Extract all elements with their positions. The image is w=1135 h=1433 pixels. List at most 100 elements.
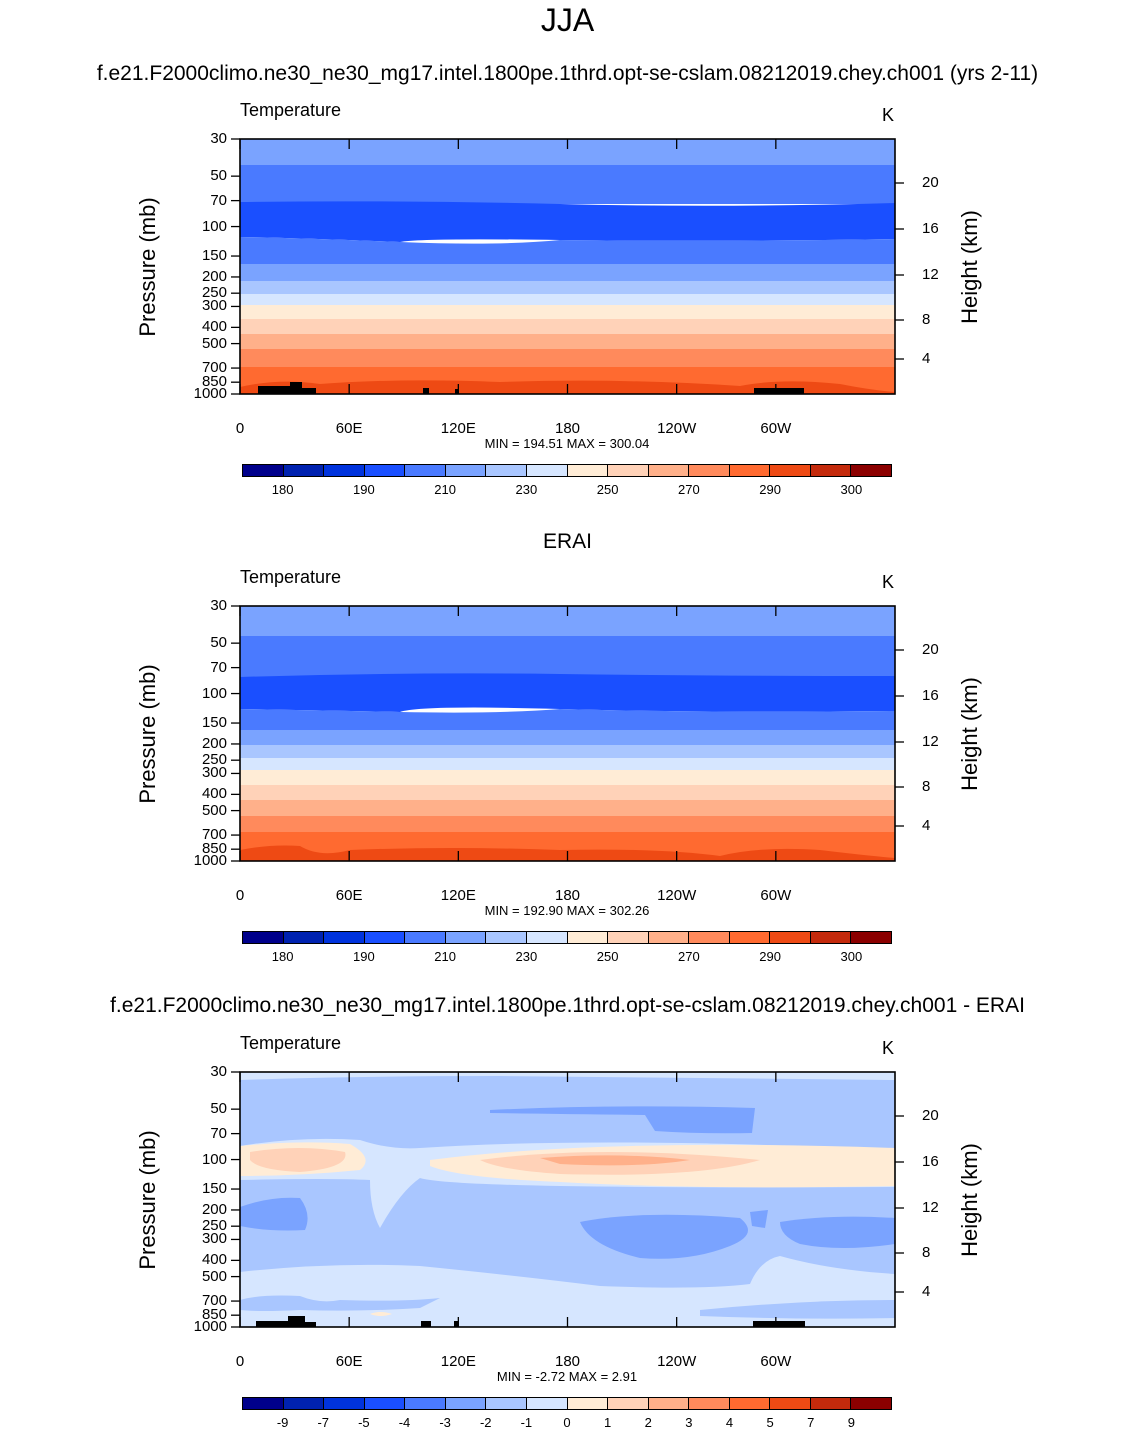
colorbar-swatch: [243, 932, 283, 943]
panel-1-x-tick-label: 180: [554, 420, 581, 437]
colorbar-swatch: [688, 465, 729, 476]
panel-2-plot: [240, 606, 895, 861]
colorbar-label: 290: [759, 949, 781, 964]
panel-2-pressure-tick-label: 150: [201, 714, 227, 732]
panel-2-pressure-tick-label: 100: [201, 684, 227, 702]
colorbar-swatch: [323, 932, 364, 943]
colorbar-swatch: [647, 465, 689, 476]
panel-1-minmax: MIN = 194.51 MAX = 300.04: [484, 436, 650, 451]
colorbar-label: 180: [271, 949, 294, 964]
colorbar-label: 210: [434, 949, 456, 964]
colorbar-swatch: [444, 932, 486, 943]
colorbar-label: 210: [434, 482, 456, 497]
panel-3-x-tick-label: 60E: [335, 1353, 363, 1370]
panel-3-pressure-tick-label: 50: [210, 1100, 227, 1118]
panel-3-x-tick-label: 60W: [760, 1353, 792, 1370]
colorbar-swatch: [607, 465, 648, 476]
panel-1-x-tick-label: 60W: [760, 420, 792, 437]
colorbar-swatch: [769, 932, 810, 943]
panel-3-x-tick-label: 0: [235, 1353, 245, 1370]
colorbar-1: [242, 464, 892, 477]
panel-2-height-tick-label: 8: [922, 778, 931, 795]
panel-3-pressure-tick-label: 250: [201, 1217, 227, 1235]
panel-3-pressure-tick-label: 1000: [193, 1318, 227, 1335]
colorbar-label: 270: [678, 482, 700, 497]
panel-1-pressure-tick-label: 250: [201, 284, 227, 302]
panel-1-pressure-tick-label: 700: [201, 359, 227, 377]
panel-3-x-tick-label: 180: [554, 1353, 581, 1370]
panel-2-pressure-tick-label: 70: [210, 658, 227, 676]
panel-1-pressure-tick-label: 100: [201, 217, 227, 235]
colorbar-label: 2: [644, 1415, 652, 1430]
panel-3-height-tick-label: 12: [922, 1199, 939, 1216]
panel-2-pressure-tick-label: 400: [201, 785, 227, 803]
colorbar-swatch: [809, 932, 851, 943]
colorbar-label: 300: [840, 949, 863, 964]
panel-2-units-label: K: [882, 572, 895, 592]
colorbar-label: 5: [766, 1415, 774, 1430]
panel-3-pressure-tick-label: 30: [210, 1063, 227, 1080]
panel-3-minmax: MIN = -2.72 MAX = 2.91: [496, 1369, 638, 1384]
panel-2-height-tick-label: 20: [922, 641, 939, 658]
panel-3-pressure-tick-label: 300: [201, 1230, 227, 1248]
colorbar-swatch: [607, 1398, 648, 1409]
panel-3-pressure-tick-label: 200: [201, 1200, 227, 1218]
panel-1-pressure-tick-label: 850: [201, 373, 227, 391]
panel-2-x-tick-label: 180: [554, 887, 581, 904]
panel-3-ylabel-right: Height (km): [957, 1142, 982, 1257]
panel-1-height-tick-label: 4: [922, 350, 931, 367]
panel-2-pressure-tick-label: 50: [210, 634, 227, 652]
panel-1-height-tick-label: 12: [922, 266, 939, 283]
panel-1-x-tick-label: 120W: [657, 420, 697, 437]
panel-3-x-tick-label: 120W: [657, 1353, 697, 1370]
colorbar-swatch: [444, 465, 486, 476]
colorbar-swatch: [282, 932, 324, 943]
panel-3-pressure-tick-label: 400: [201, 1251, 227, 1269]
panel-1-height-tick-label: 8: [922, 311, 931, 328]
panel-1-ylabel-right: Height (km): [957, 209, 982, 324]
panel-1-units-label: K: [882, 105, 895, 125]
colorbar-swatch: [647, 932, 689, 943]
colorbar-swatch: [850, 1398, 891, 1409]
colorbar-swatch: [363, 465, 405, 476]
colorbar-label: 250: [596, 949, 619, 964]
panel-2-pressure-tick-label: 500: [201, 801, 227, 819]
panel-2-pressure-tick-label: 700: [201, 826, 227, 844]
panel-1-pressure-tick-label: 150: [201, 247, 227, 265]
colorbar-swatch: [485, 1398, 526, 1409]
panel-2-ylabel: Pressure (mb): [135, 663, 160, 804]
colorbar-swatch: [404, 932, 445, 943]
colorbar-swatch: [282, 465, 324, 476]
colorbar-swatch: [282, 1398, 324, 1409]
panel-1-ylabel: Pressure (mb): [135, 196, 160, 337]
colorbar-label: -5: [358, 1415, 370, 1430]
colorbar-label: 4: [725, 1415, 734, 1430]
colorbar-label: 1: [604, 1415, 612, 1430]
panel-2-x-tick-label: 60E: [335, 887, 363, 904]
panel-2-pressure-tick-label: 1000: [193, 852, 227, 869]
colorbar-swatch: [243, 465, 283, 476]
panel-3-height-tick-label: 20: [922, 1107, 939, 1124]
panel-2-x-tick-label: 0: [235, 887, 245, 904]
colorbar-label: 300: [840, 482, 863, 497]
panel-1-height-tick-label: 20: [922, 174, 939, 191]
colorbar-label: 0: [563, 1415, 571, 1430]
panel-1-pressure-tick-label: 30: [210, 130, 227, 147]
colorbar-swatch: [404, 1398, 445, 1409]
colorbar-swatch: [525, 932, 567, 943]
panel-3-ylabel: Pressure (mb): [135, 1129, 160, 1270]
panel-3-units-label: K: [882, 1038, 895, 1058]
colorbar-label: -4: [398, 1415, 411, 1430]
panel-1-pressure-tick-label: 1000: [193, 385, 227, 402]
colorbar-label: 230: [515, 482, 538, 497]
colorbar-swatch: [647, 1398, 689, 1409]
colorbar-label: -2: [479, 1415, 492, 1430]
colorbar-label: 230: [515, 949, 538, 964]
colorbar-label: 190: [353, 482, 375, 497]
colorbar-swatch: [728, 1398, 770, 1409]
colorbar-label: 250: [596, 482, 619, 497]
colorbar-label: 7: [807, 1415, 815, 1430]
panel-1-pressure-tick-label: 500: [201, 334, 227, 352]
colorbar-swatch: [525, 465, 567, 476]
panel-2-variable-label: Temperature: [240, 567, 342, 587]
